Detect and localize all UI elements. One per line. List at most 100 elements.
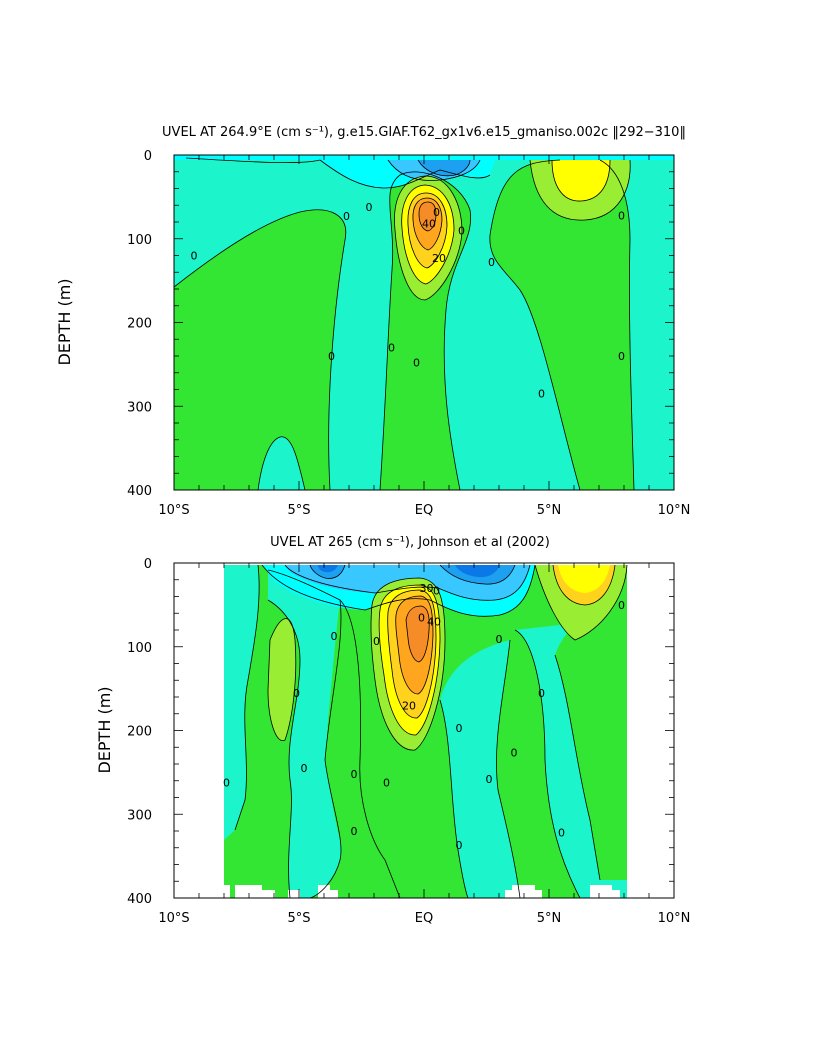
top-fill-euc-darkorange <box>419 202 436 231</box>
top-contour-lines <box>174 157 635 490</box>
top-contour-north-b <box>599 159 635 490</box>
top-contour-surface-d <box>417 159 471 177</box>
top-ytick-label: 0 <box>144 149 152 164</box>
bottom-contour-label: 30 <box>420 582 434 595</box>
bottom-contour-fills <box>224 565 627 898</box>
bottom-fill-sw-cyan <box>268 570 342 898</box>
bottom-mask-1 <box>235 885 275 898</box>
bottom-ytick-label: 200 <box>127 725 152 740</box>
top-chart-title: UVEL AT 264.9°E (cm s⁻¹), g.e15.GIAF.T62… <box>162 125 686 140</box>
top-contour-fills <box>174 155 674 490</box>
bottom-mask-6 <box>224 885 230 898</box>
bottom-contour-label: 0 <box>293 687 300 700</box>
top-contour-north-c <box>489 234 581 490</box>
top-contour-label: 40 <box>422 218 436 231</box>
top-ytick-label: 300 <box>127 400 152 415</box>
bottom-mask-5 <box>590 885 620 898</box>
bottom-contour-label: 0 <box>538 687 545 700</box>
bottom-contour-label: 20 <box>402 699 416 712</box>
bottom-contour-euc-5 <box>405 605 430 663</box>
top-contour-euc-3 <box>407 192 448 269</box>
bottom-contour-lines <box>234 564 628 898</box>
bottom-contour-8 <box>554 654 601 881</box>
bottom-fill-north-yellow <box>558 565 610 593</box>
top-panel: UVEL AT 264.9°E (cm s⁻¹), g.e15.GIAF.T62… <box>55 125 690 518</box>
bottom-contour-euc-4 <box>395 595 434 695</box>
bottom-contour-label: 0 <box>223 776 230 789</box>
top-contour-label: 0 <box>538 388 545 401</box>
bottom-contour-label: 0 <box>351 825 358 838</box>
bottom-ytick-label: 300 <box>127 808 152 823</box>
bottom-fill-surface-deepblue <box>318 565 500 578</box>
bottom-contour-label: 0 <box>331 630 338 643</box>
top-contour-north-a <box>489 159 561 236</box>
bottom-ytick-label: 400 <box>127 892 152 907</box>
bottom-contour-label: 0 <box>456 722 463 735</box>
top-contour-west <box>174 209 347 490</box>
top-contour-label: 0 <box>388 342 395 355</box>
bottom-chart-title: UVEL AT 265 (cm s⁻¹), Johnson et al (200… <box>270 535 550 550</box>
top-contour-label: 0 <box>618 209 625 222</box>
top-contour-label: 20 <box>432 252 446 265</box>
top-ytick-label: 200 <box>127 317 152 332</box>
top-fill-west-green <box>174 209 346 490</box>
bottom-mask-3 <box>318 885 338 898</box>
bottom-contour-15 <box>552 564 616 606</box>
bottom-contour-13 <box>267 618 297 741</box>
bottom-contour-14 <box>534 564 628 641</box>
bottom-xtick-label: 5°N <box>537 911 562 926</box>
bottom-ylabel: DEPTH (m) <box>95 686 114 773</box>
bottom-xtick-label: EQ <box>415 911 433 926</box>
bottom-contour-label: 0 <box>373 635 380 648</box>
bottom-contour-label: 0 <box>486 773 493 786</box>
top-xtick-label: 10°N <box>658 503 691 518</box>
bottom-contour-label: 0 <box>511 746 518 759</box>
bottom-contour-label: 0 <box>433 585 440 598</box>
bottom-contour-label: 0 <box>418 611 425 624</box>
bottom-contour-11 <box>309 564 346 579</box>
top-xtick-label: 5°N <box>537 503 562 518</box>
bottom-contour-10 <box>284 564 531 601</box>
top-xtick-label: 5°S <box>287 503 310 518</box>
bottom-contour-7 <box>514 629 581 898</box>
bottom-contour-label: 0 <box>558 827 565 840</box>
top-fill-north-green <box>489 160 634 490</box>
bottom-contour-2 <box>267 569 342 898</box>
top-contour-surface <box>185 157 321 163</box>
top-contour-label: 0 <box>191 250 198 263</box>
top-ytick-label: 100 <box>127 233 152 248</box>
top-contour-label: 0 <box>366 201 373 214</box>
top-contour-label: 0 <box>458 224 465 237</box>
bottom-contour-6 <box>439 699 469 898</box>
bottom-mask-4 <box>505 885 542 898</box>
bottom-contour-label: 40 <box>427 616 441 629</box>
top-contour-eq <box>379 171 472 490</box>
bottom-fill-west-cyan <box>224 565 260 840</box>
bottom-xtick-label: 5°S <box>287 911 310 926</box>
bottom-contour-label: 0 <box>618 599 625 612</box>
bottom-contour-1 <box>234 564 260 831</box>
top-fill-north-yellow <box>552 160 610 202</box>
top-xtick-label: 10°S <box>158 503 189 518</box>
bottom-contour-label: 0 <box>351 768 358 781</box>
top-contour-euc-4 <box>412 197 443 251</box>
top-ylabel: DEPTH (m) <box>55 278 74 365</box>
top-ytick-label: 400 <box>127 484 152 499</box>
bottom-contour-euc-1 <box>370 577 446 751</box>
bottom-contour-12 <box>439 564 516 585</box>
bottom-fill-eq-south-cyan <box>440 640 520 898</box>
top-contour-label: 0 <box>433 206 440 219</box>
bottom-contour-euc-2 <box>378 584 441 736</box>
bottom-contour-label: 0 <box>456 839 463 852</box>
top-contour-surface-b <box>319 159 491 189</box>
bottom-contour-9 <box>261 564 536 617</box>
top-contour-euc-2 <box>401 184 455 285</box>
bottom-contour-label: 0 <box>383 776 390 789</box>
top-contour-label: 0 <box>488 256 495 269</box>
top-contour-label: 0 <box>328 350 335 363</box>
top-contour-north-y <box>551 159 611 202</box>
